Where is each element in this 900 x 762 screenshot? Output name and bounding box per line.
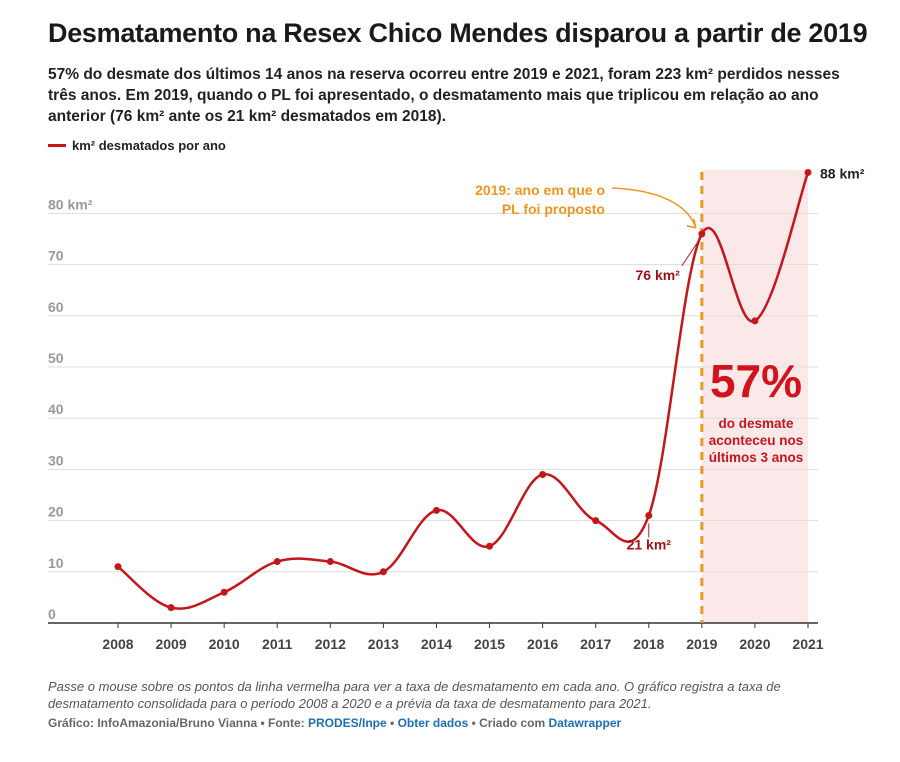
x-tick-label: 2017 xyxy=(580,636,611,652)
data-point xyxy=(486,542,494,550)
legend-swatch xyxy=(48,144,66,147)
x-tick-label: 2021 xyxy=(792,636,823,652)
y-tick-label: 40 xyxy=(48,401,64,417)
footer-notes: Passe o mouse sobre os pontos da linha v… xyxy=(48,679,781,711)
annotation-arrowhead xyxy=(686,218,697,229)
x-tick-label: 2014 xyxy=(421,636,452,652)
point-label: 21 km² xyxy=(627,536,672,552)
data-point xyxy=(220,588,228,596)
y-tick-label: 30 xyxy=(48,452,64,468)
y-tick-label: 20 xyxy=(48,504,64,520)
chart-title: Desmatamento na Resex Chico Mendes dispa… xyxy=(48,18,868,48)
x-tick-label: 2012 xyxy=(315,636,346,652)
line-chart: 0 10 20 30 40 50 60 70 80 km² 2008 2009 2010 2011 201… xyxy=(48,165,865,652)
credit-sep-1: • xyxy=(386,716,398,730)
data-point xyxy=(698,230,706,238)
x-tick-label: 2015 xyxy=(474,636,505,652)
data-point xyxy=(804,168,812,176)
x-tick-label: 2008 xyxy=(102,636,133,652)
credit-prefix: Gráfico: InfoAmazonia/Bruno Vianna • Fon… xyxy=(48,716,308,730)
datawrapper-link[interactable]: Datawrapper xyxy=(548,716,622,730)
data-point xyxy=(432,506,440,514)
annotation-2019: 2019: ano em que o PL foi proposto xyxy=(475,182,605,217)
legend: km² desmatados por ano xyxy=(48,138,226,153)
x-tick-label: 2013 xyxy=(368,636,399,652)
y-tick-label: 50 xyxy=(48,350,64,366)
data-point xyxy=(379,568,387,576)
x-tick-label: 2016 xyxy=(527,636,558,652)
big-percent-text: do desmate aconteceu nos últimos 3 anos xyxy=(708,416,804,465)
data-point xyxy=(273,558,281,566)
x-tick-label: 2010 xyxy=(209,636,240,652)
x-tick-label: 2018 xyxy=(633,636,664,652)
x-tick-label: 2009 xyxy=(155,636,186,652)
data-point xyxy=(167,604,175,612)
y-tick-label: 70 xyxy=(48,248,64,264)
data-point xyxy=(539,471,547,479)
legend-label: km² desmatados por ano xyxy=(72,138,226,153)
x-tick-label: 2019 xyxy=(686,636,717,652)
point-label: 76 km² xyxy=(635,267,680,283)
y-tick-label: 80 km² xyxy=(48,196,93,212)
x-tick-label: 2011 xyxy=(262,636,293,652)
x-tick-label: 2020 xyxy=(739,636,770,652)
footer-credits: Gráfico: InfoAmazonia/Bruno Vianna • Fon… xyxy=(48,716,621,730)
credit-sep-2: • Criado com xyxy=(468,716,549,730)
data-point xyxy=(114,563,122,571)
point-label-leader xyxy=(681,241,699,267)
y-tick-label: 0 xyxy=(48,606,56,622)
data-point xyxy=(592,517,600,525)
big-percent: 57% xyxy=(709,355,803,407)
source-link[interactable]: PRODES/Inpe xyxy=(308,716,387,730)
data-point xyxy=(751,317,759,325)
annotation-arrow xyxy=(611,187,697,229)
data-point xyxy=(645,511,653,519)
chart-subtitle: 57% do desmate dos últimos 14 anos na re… xyxy=(48,66,840,125)
y-tick-label: 60 xyxy=(48,299,64,315)
data-point xyxy=(326,558,334,566)
point-label: 88 km² xyxy=(820,165,865,181)
get-data-link[interactable]: Obter dados xyxy=(397,716,469,730)
series-line xyxy=(117,172,810,610)
y-tick-label: 10 xyxy=(48,555,64,571)
percent-annotation: 57% do desmate aconteceu nos últimos 3 a… xyxy=(700,355,812,466)
